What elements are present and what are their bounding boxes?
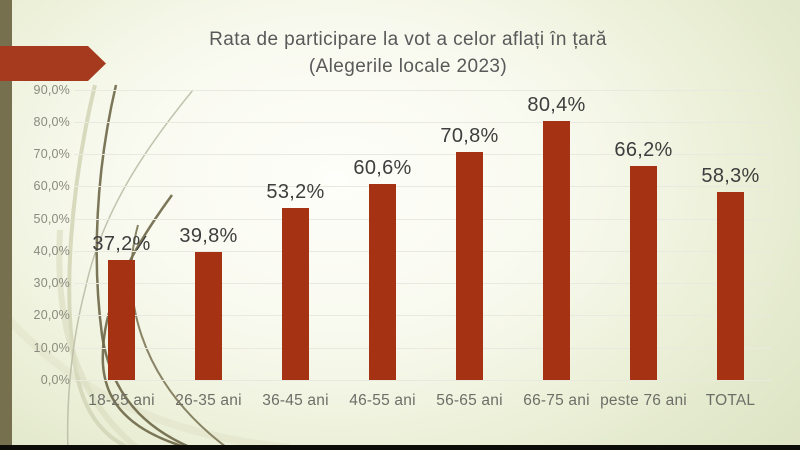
bar-value-label: 60,6%	[353, 157, 412, 180]
bar-value-label: 80,4%	[527, 93, 586, 116]
x-category-label: 18-25 ani	[88, 392, 155, 409]
x-category-label: TOTAL	[705, 392, 756, 409]
accent-arrow-shape	[0, 46, 106, 81]
y-tick-label: 30,0%	[33, 276, 70, 291]
y-tick-label: 70,0%	[33, 147, 70, 162]
grid-line	[74, 89, 772, 91]
grid-line	[74, 250, 772, 252]
bar-value-label: 66,2%	[614, 139, 673, 162]
x-category-label: 56-65 ani	[436, 392, 503, 409]
bar-value-label: 58,3%	[701, 164, 760, 187]
x-category-label: 66-75 ani	[523, 392, 590, 409]
grid-line	[74, 218, 772, 220]
grid-line	[74, 315, 772, 317]
bar	[108, 259, 135, 380]
y-tick-label: 60,0%	[33, 179, 70, 194]
bar	[282, 208, 309, 380]
left-edge-stripe	[0, 0, 12, 445]
x-category-label: 36-45 ani	[262, 392, 329, 409]
grid-line	[74, 347, 772, 349]
y-tick-label: 50,0%	[33, 211, 70, 226]
chart-subtitle: (Alegerile locale 2023)	[308, 56, 508, 77]
x-category-label: 26-35 ani	[175, 392, 242, 409]
grid-line	[74, 186, 772, 188]
bar	[717, 191, 744, 380]
bar-value-label: 70,8%	[440, 124, 499, 147]
bar-value-label: 39,8%	[179, 224, 238, 247]
bar	[543, 120, 570, 380]
y-tick-label: 80,0%	[33, 114, 70, 129]
bar	[630, 166, 657, 380]
y-tick-label: 20,0%	[33, 308, 70, 323]
x-category-label: 46-55 ani	[349, 392, 416, 409]
chart-title: Rata de participare la vot a celor aflaț…	[209, 29, 607, 50]
y-tick-label: 40,0%	[33, 243, 70, 258]
grid-line	[74, 380, 772, 381]
y-tick-label: 0,0%	[40, 373, 70, 387]
bottom-edge-bar	[0, 445, 800, 450]
bar	[369, 184, 396, 380]
grid-line	[74, 121, 772, 123]
grid-line	[74, 154, 772, 156]
y-tick-label: 90,0%	[33, 82, 70, 97]
y-tick-label: 10,0%	[33, 340, 70, 355]
bar	[456, 151, 483, 380]
bar-value-label: 37,2%	[92, 232, 151, 255]
bar-value-label: 53,2%	[266, 181, 325, 204]
bar	[195, 251, 222, 380]
x-category-label: peste 76 ani	[600, 392, 687, 409]
grid-line	[74, 283, 772, 285]
